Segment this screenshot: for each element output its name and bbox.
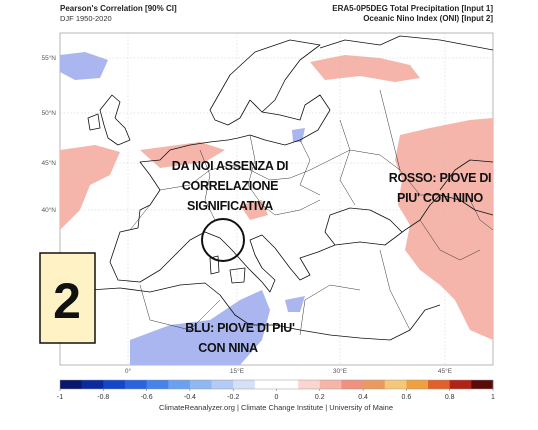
colorbar-tick-label: 1 (491, 394, 495, 401)
badge: 2 (39, 252, 96, 344)
colorbar-segment (428, 380, 450, 389)
colorbar-segment (60, 380, 82, 389)
colorbar-segment (298, 380, 321, 389)
colorbar-segment (363, 380, 386, 389)
annotation-line: BLU: PIOVE DI PIU' (185, 321, 295, 335)
annotation-center: DA NOI ASSENZA DI CORRELAZIONE SIGNIFICA… (172, 159, 289, 262)
colorbar-tick-label: 0.8 (445, 394, 455, 401)
colorbar-segment (124, 380, 147, 389)
right-title: ERA5-0P5DEG Total Precipitation [Input 1… (332, 4, 493, 13)
colorbar: -1 -0.8 -0.6 -0.4 -0.2 0 0.2 0.4 0.6 0.8 1 (57, 379, 495, 401)
annotation-line: CORRELAZIONE (182, 179, 278, 193)
colorbar-segment (384, 380, 407, 389)
blue-patch-baltic (292, 128, 305, 142)
colorbar-tick-label: 0 (275, 394, 279, 401)
blue-patch-greece (285, 296, 305, 312)
left-subtitle: DJF 1950-2020 (60, 14, 112, 23)
annotation-line: CON NINA (198, 341, 258, 355)
badge-number: 2 (53, 273, 81, 329)
lat-labels: 55°N 50°N 45°N 40°N (41, 54, 56, 214)
graticule (60, 33, 493, 365)
colorbar-segment (254, 380, 277, 389)
red-patch-east (395, 118, 493, 340)
annotation-line: SIGNIFICATIVA (187, 199, 273, 213)
lon-label: 0° (125, 367, 132, 375)
badge-box (39, 252, 96, 344)
colorbar-segment (406, 380, 429, 389)
lon-label: 45°E (438, 367, 453, 375)
borders (129, 89, 494, 336)
colorbar-tick-label: 0.4 (358, 394, 368, 401)
colorbar-segment (189, 380, 212, 389)
colorbar-tick-label: -0.2 (227, 394, 239, 401)
colorbar-segment (319, 380, 342, 389)
colorbar-segment (341, 380, 364, 389)
colorbar-tick-label: -0.8 (97, 394, 109, 401)
colorbar-tick-label: 0.6 (402, 394, 412, 401)
colorbar-segment (211, 380, 234, 389)
colorbar-segment (276, 380, 299, 389)
annotation-line: PIU' CON NINO (397, 191, 483, 205)
colorbar-tick-label: 0.2 (315, 394, 325, 401)
lon-labels: 0° 15°E 30°E 45°E (125, 367, 453, 375)
left-title: Pearson's Correlation [90% CI] (60, 4, 177, 13)
colorbar-segment (81, 380, 104, 389)
blue-patch-south (130, 290, 270, 365)
highlight-circle (201, 218, 245, 262)
lon-label: 30°E (333, 367, 348, 375)
coastlines (59, 35, 494, 341)
colorbar-segment (449, 380, 472, 389)
annotation-blue: BLU: PIOVE DI PIU' CON NINA (185, 321, 295, 355)
colorbar-segment (103, 380, 126, 389)
lat-label: 55°N (41, 54, 56, 62)
annotation-line: DA NOI ASSENZA DI (172, 159, 288, 173)
colorbar-tick-label: -0.6 (141, 394, 153, 401)
colorbar-tick-label: -1 (57, 394, 63, 401)
lat-label: 40°N (41, 206, 56, 214)
red-patch-north (310, 55, 420, 82)
red-patch-atlantic (60, 145, 120, 230)
blue-patch-north-atlantic (60, 52, 108, 80)
footer: ClimateReanalyzer.org | Climate Change I… (159, 403, 393, 412)
lon-label: 15°E (230, 367, 245, 375)
annotation-line: ROSSO: PIOVE DI (389, 171, 491, 185)
right-subtitle: Oceanic Nino Index (ONI) [Input 2] (363, 14, 493, 23)
colorbar-tick-label: -0.4 (184, 394, 196, 401)
map (59, 32, 494, 366)
annotation-red: ROSSO: PIOVE DI PIU' CON NINO (389, 171, 492, 205)
colorbar-segment (233, 380, 256, 389)
lat-label: 50°N (41, 109, 56, 117)
colorbar-segment (146, 380, 169, 389)
colorbar-segment (168, 380, 191, 389)
colorbar-segment (471, 380, 494, 389)
red-patch-france (140, 142, 225, 168)
lat-label: 45°N (41, 159, 56, 167)
blue-patches (60, 52, 305, 365)
